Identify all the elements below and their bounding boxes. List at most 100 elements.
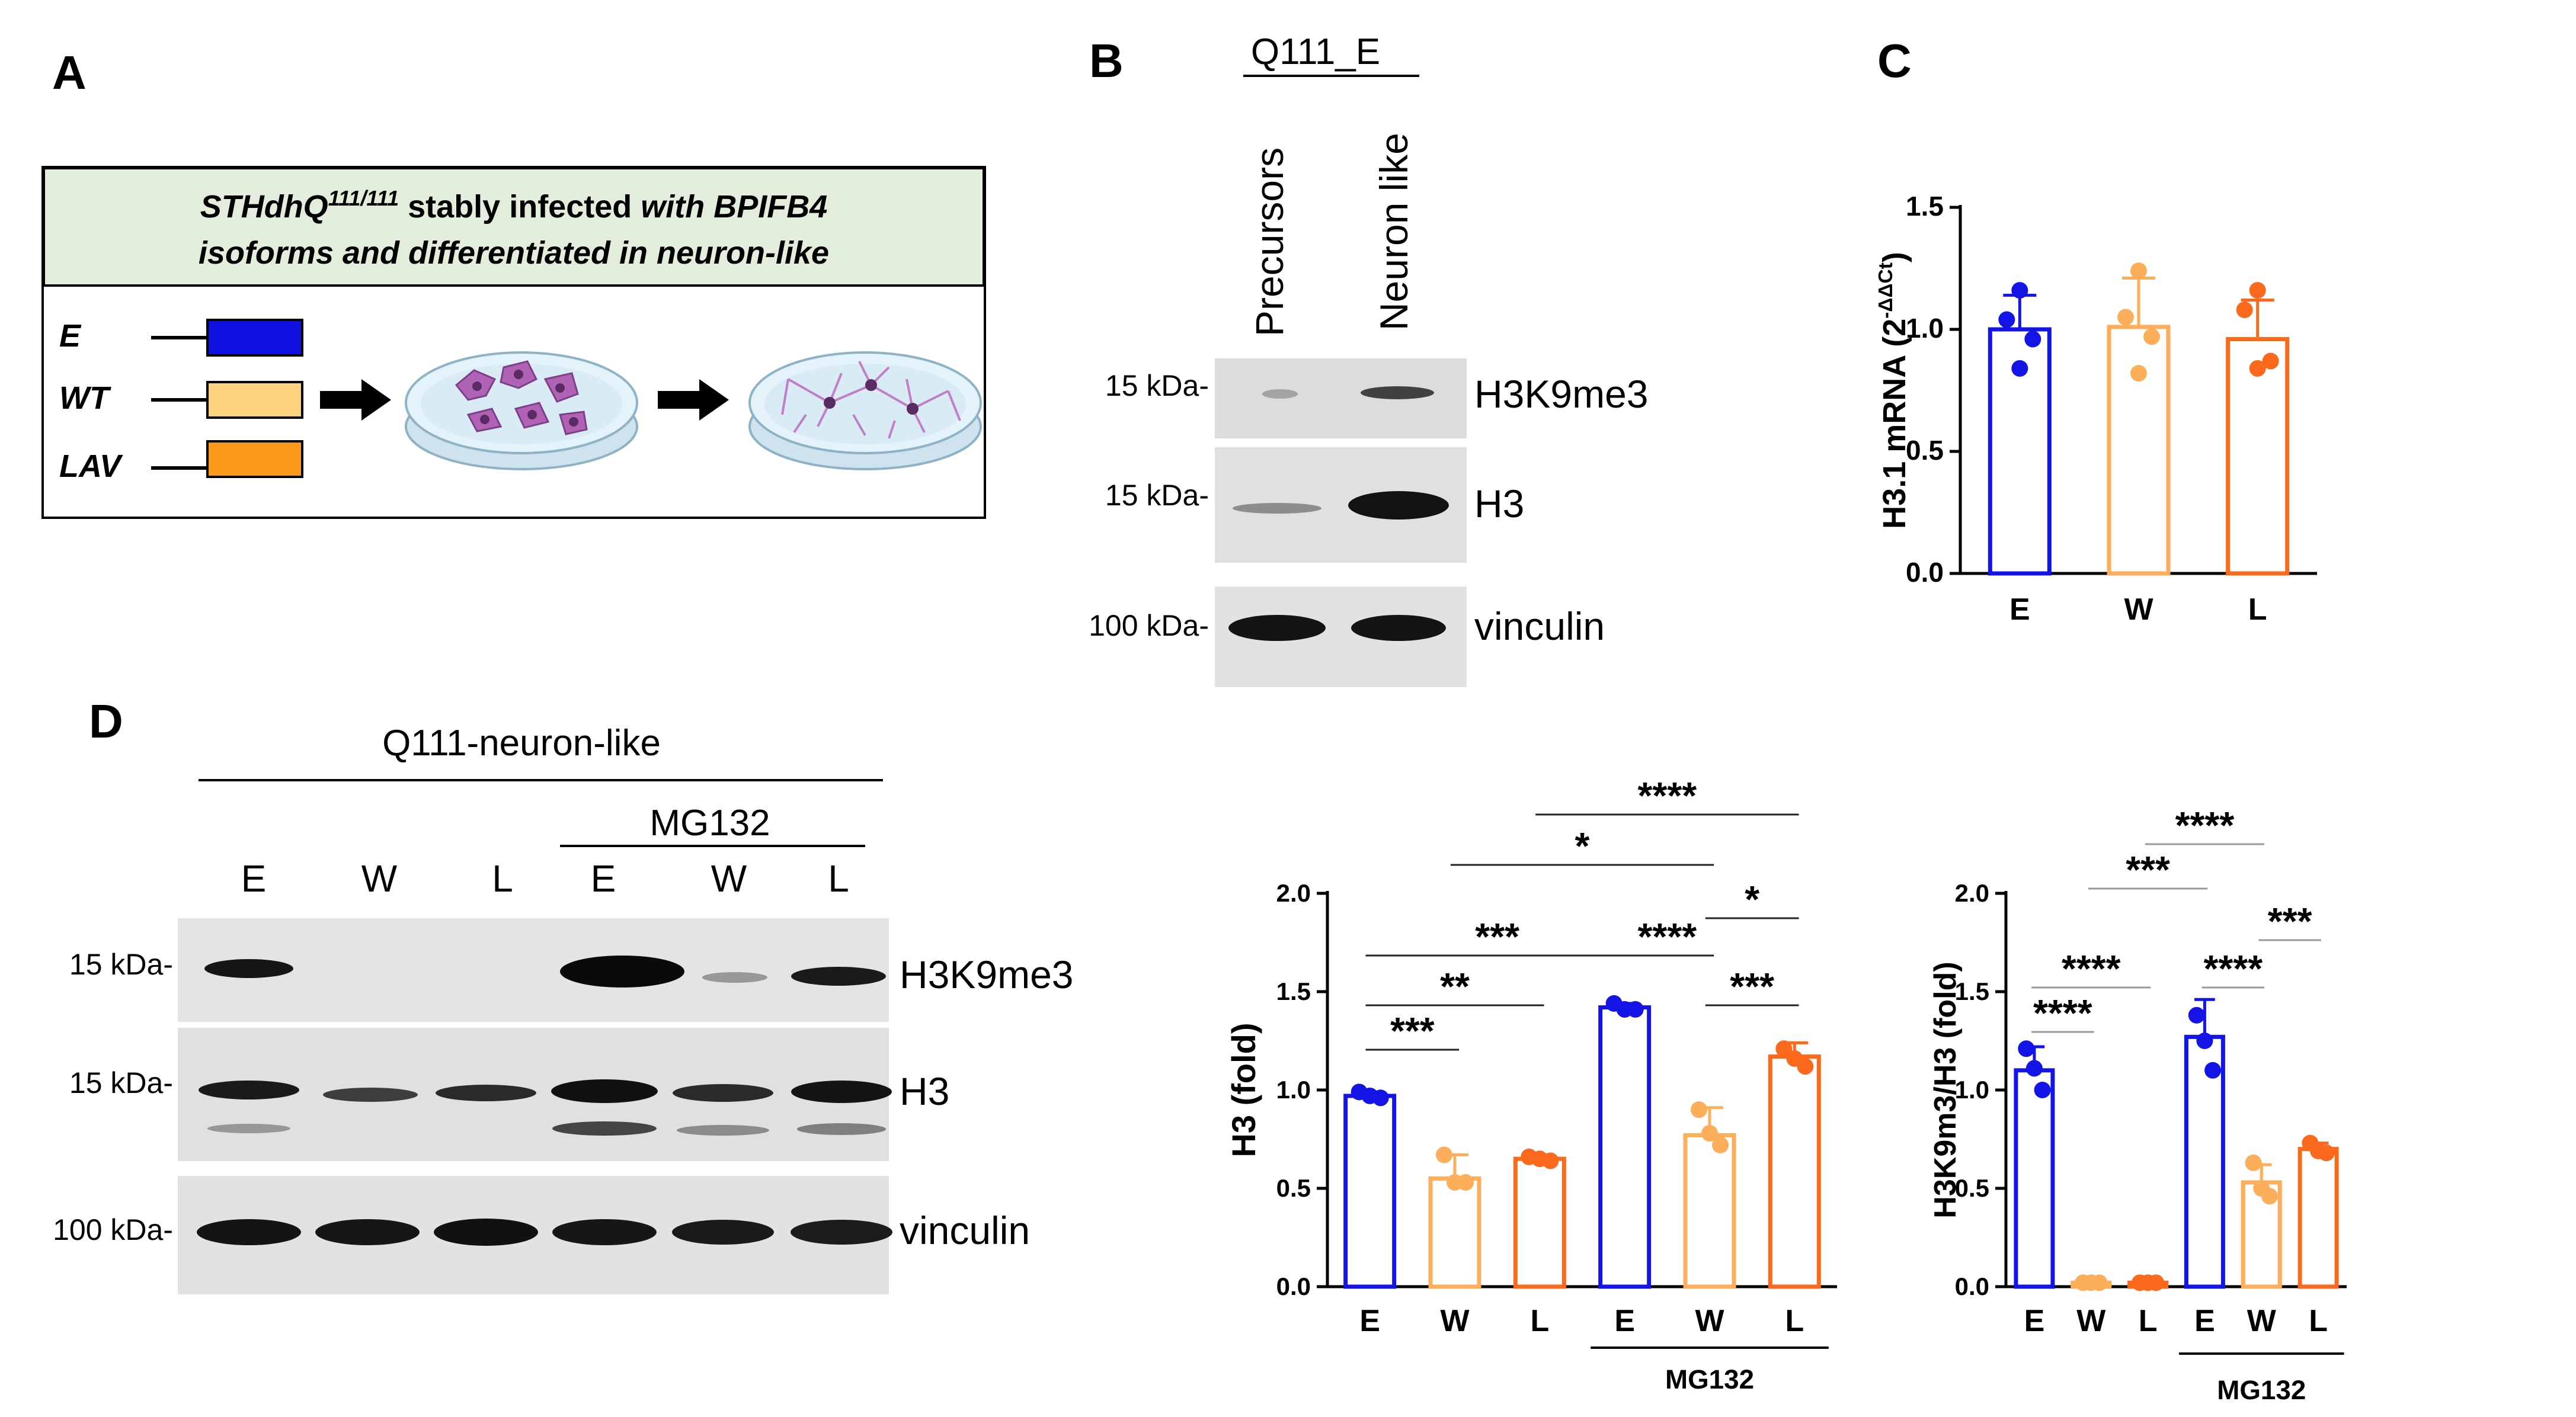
data-point	[2011, 360, 2028, 377]
bar	[1768, 1054, 1821, 1289]
significance-label: ****	[2062, 947, 2121, 990]
group-label: MG132	[2217, 1375, 2306, 1405]
blot-d-band	[197, 1219, 301, 1245]
data-point	[2024, 331, 2041, 348]
data-point	[1797, 1058, 1814, 1075]
panel-d-treatment-label: MG132	[649, 803, 770, 844]
panel-a-header	[43, 167, 985, 287]
lane-label: E	[241, 857, 267, 900]
significance-label: ***	[2268, 900, 2312, 942]
blot-d-band	[702, 972, 767, 983]
chart-d-h3: 0.00.51.01.52.0H3 (fold)E W L E W LMG132*****…	[1225, 774, 1837, 1394]
data-point	[2318, 1144, 2335, 1162]
blot-d-band	[672, 1220, 774, 1245]
blot-b-marker: 15 kDa-	[1105, 479, 1209, 512]
isoform-wt-label: WT	[59, 380, 111, 416]
data-point	[1712, 1136, 1729, 1153]
panel-b-group-label: Q111_E	[1251, 31, 1380, 72]
blot-d-band	[552, 1121, 657, 1136]
y-tick-label: 2.0	[1955, 879, 1989, 907]
isoform-e-label: E	[59, 318, 82, 354]
data-point	[2130, 365, 2147, 382]
data-point	[2245, 1154, 2262, 1171]
significance-label: ****	[1638, 774, 1697, 817]
y-tick-label: 1.0	[1276, 1076, 1311, 1104]
blot-d-band	[677, 1125, 769, 1136]
blot-b-marker: 100 kDa-	[1089, 609, 1209, 642]
lane-label: W	[711, 857, 747, 900]
data-point	[2188, 1006, 2205, 1024]
x-tick-label: E	[2009, 592, 2030, 627]
blot-d-band	[551, 1079, 658, 1103]
data-point	[2011, 282, 2028, 299]
lane-label: L	[492, 857, 513, 900]
blot-b-band	[1262, 389, 1298, 399]
y-tick-label: 0.0	[1955, 1272, 1989, 1300]
blot-d-h3k9me3	[178, 918, 889, 1022]
significance-label: *	[1745, 878, 1759, 921]
significance-label: ****	[2175, 804, 2235, 847]
blot-b-band	[1233, 503, 1321, 514]
panel-a: A STHdhQ111/111 stably infected with BPI…	[41, 46, 986, 519]
blot-d-band	[199, 1081, 299, 1099]
x-tick-label: E	[2024, 1304, 2045, 1338]
x-tick-label: E	[1359, 1304, 1380, 1338]
data-point	[2148, 1274, 2165, 1291]
blot-d-band	[315, 1219, 420, 1245]
bar	[1598, 1005, 1652, 1289]
blot-b-protein: H3K9me3	[1474, 372, 1649, 416]
x-tick-label: E	[2194, 1304, 2215, 1338]
significance-label: ***	[1475, 915, 1519, 958]
isoform-wt-box	[206, 381, 303, 419]
significance-label: ***	[1730, 965, 1774, 1008]
panel-a-header-line1: STHdhQ111/111 stably infected with BPIFB…	[200, 186, 828, 225]
bar	[1513, 1156, 1566, 1289]
data-point	[2143, 328, 2160, 345]
y-tick-label: 1.5	[1906, 191, 1944, 222]
x-tick-label: L	[2309, 1304, 2328, 1338]
y-axis-label: H3K9m3/H3 (fold)	[1928, 961, 1963, 1218]
panel-c-letter: C	[1877, 34, 1912, 87]
isoform-lav-box	[206, 440, 303, 478]
panel-a-letter: A	[52, 46, 87, 99]
lane-label-precursors: Precursors	[1247, 148, 1291, 336]
panel-a-header-line2: isoforms and differentiated in neuron-li…	[199, 235, 829, 271]
panel-b-letter: B	[1089, 34, 1124, 87]
blot-b-h3k9me3	[1215, 358, 1467, 438]
data-point	[2249, 282, 2266, 299]
x-tick-label: L	[2139, 1304, 2158, 1338]
lane-label-neuron-like: Neuron like	[1372, 133, 1416, 331]
data-point	[2196, 1033, 2213, 1049]
data-point	[1372, 1089, 1389, 1107]
significance-label: ****	[1638, 915, 1697, 958]
blot-d-band	[560, 956, 684, 988]
blot-b-protein: vinculin	[1474, 604, 1605, 648]
panel-d-group-label: Q111-neuron-like	[382, 723, 661, 764]
blot-b-protein: H3	[1474, 482, 1524, 525]
y-tick-label: 0.5	[1955, 1174, 1989, 1202]
data-point	[2018, 1040, 2035, 1057]
isoform-lav-label: LAV	[59, 448, 123, 484]
y-tick-label: 1.5	[1276, 977, 1311, 1005]
arrow-right-icon	[658, 379, 729, 421]
data-point	[1775, 1040, 1793, 1057]
data-point	[2249, 360, 2266, 377]
lane-label: E	[591, 857, 616, 900]
significance-label: ***	[2126, 848, 2170, 891]
blot-d-band	[323, 1088, 418, 1102]
data-point	[1542, 1152, 1559, 1169]
blot-d-protein: H3	[900, 1069, 949, 1113]
y-tick-label: 1.5	[1955, 977, 1989, 1005]
x-tick-label: L	[2248, 592, 2267, 627]
blot-d-band	[434, 1219, 538, 1246]
y-axis-label: H3.1 mRNA (2-ΔΔCt)	[1875, 252, 1912, 529]
lane-label: L	[828, 857, 849, 900]
arrow-right-icon	[320, 379, 391, 421]
blot-d-band	[791, 1081, 892, 1103]
panel-d-letter: D	[89, 695, 123, 748]
significance-label: ****	[2033, 992, 2092, 1034]
panel-b: B Q111_E Precursors Neuron like 15 kDa- …	[1089, 31, 1649, 687]
petri-dish-neurons-icon	[748, 351, 982, 470]
